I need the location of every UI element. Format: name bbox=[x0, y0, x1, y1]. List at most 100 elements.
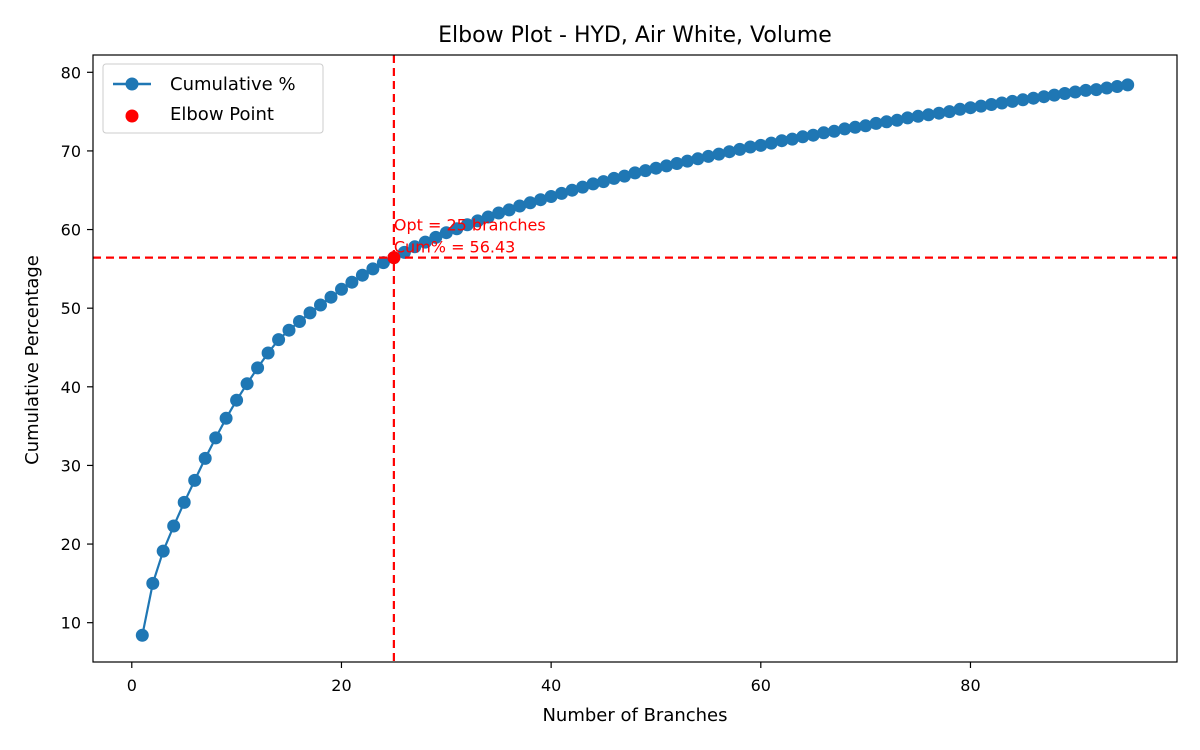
y-tick-label: 80 bbox=[61, 63, 81, 82]
data-point bbox=[303, 306, 317, 320]
axes: 0 20 40 60 80 10 20 30 40 50 60 70 80 bbox=[61, 63, 981, 695]
data-point bbox=[576, 180, 590, 194]
data-point bbox=[848, 120, 862, 134]
data-point bbox=[523, 196, 537, 210]
data-point bbox=[261, 346, 275, 360]
elbow-point-marker bbox=[387, 251, 401, 265]
elbow-annotation-line1: Opt = 25 branches bbox=[394, 216, 546, 235]
legend-label-cumulative: Cumulative % bbox=[170, 74, 296, 95]
data-point bbox=[1016, 93, 1030, 107]
data-point bbox=[880, 115, 894, 129]
y-axis-label: Cumulative Percentage bbox=[22, 255, 43, 465]
data-point bbox=[429, 230, 443, 244]
data-point bbox=[177, 495, 191, 509]
data-point bbox=[314, 298, 327, 312]
data-point bbox=[397, 245, 411, 259]
data-point bbox=[922, 108, 935, 122]
data-point bbox=[481, 210, 495, 224]
data-point bbox=[827, 124, 841, 138]
data-point bbox=[796, 130, 810, 144]
data-point bbox=[335, 282, 348, 296]
y-tick-label: 70 bbox=[61, 142, 81, 161]
data-point bbox=[513, 199, 527, 213]
y-tick-label: 50 bbox=[61, 299, 81, 318]
data-point bbox=[1068, 85, 1082, 99]
data-point bbox=[722, 145, 736, 159]
data-point bbox=[219, 411, 233, 425]
data-point bbox=[901, 111, 915, 125]
data-point bbox=[230, 393, 244, 407]
plot-frame bbox=[92, 54, 1178, 663]
x-tick-label: 0 bbox=[127, 676, 137, 695]
data-point bbox=[712, 147, 726, 161]
data-point bbox=[701, 149, 715, 163]
data-point bbox=[943, 105, 956, 119]
data-point bbox=[408, 240, 422, 254]
data-point bbox=[670, 157, 684, 170]
y-tick-label: 30 bbox=[61, 456, 81, 475]
data-point bbox=[597, 175, 610, 189]
data-point bbox=[146, 576, 160, 590]
data-point bbox=[156, 544, 170, 558]
x-tick-label: 80 bbox=[960, 676, 980, 695]
data-point bbox=[743, 140, 757, 154]
data-point bbox=[838, 122, 852, 136]
data-point bbox=[607, 171, 621, 185]
data-point bbox=[555, 186, 569, 200]
y-tick-label: 60 bbox=[61, 221, 81, 240]
data-point bbox=[995, 96, 1009, 110]
data-point bbox=[1089, 83, 1103, 97]
y-tick-label: 20 bbox=[61, 535, 81, 554]
data-point bbox=[785, 132, 799, 146]
data-point bbox=[586, 177, 600, 191]
data-point bbox=[869, 116, 883, 130]
data-point bbox=[502, 203, 516, 217]
legend-elbow-marker bbox=[125, 109, 139, 123]
plot-area bbox=[93, 55, 1177, 662]
data-point bbox=[240, 377, 254, 391]
data-point bbox=[135, 628, 149, 642]
data-point bbox=[209, 431, 223, 445]
data-point bbox=[534, 193, 548, 207]
data-point bbox=[1026, 91, 1040, 105]
y-tick-label: 10 bbox=[61, 614, 81, 633]
x-tick-label: 20 bbox=[331, 676, 351, 695]
data-point bbox=[439, 226, 453, 240]
data-point bbox=[974, 99, 988, 113]
x-tick-label: 40 bbox=[541, 676, 561, 695]
data-point bbox=[471, 214, 485, 228]
data-point bbox=[376, 256, 390, 270]
data-point bbox=[544, 190, 558, 203]
data-point bbox=[911, 109, 925, 123]
data-point bbox=[733, 142, 747, 156]
data-point bbox=[680, 154, 694, 168]
data-point bbox=[964, 101, 977, 115]
data-point bbox=[1058, 87, 1072, 100]
data-point bbox=[293, 315, 306, 328]
data-point bbox=[817, 126, 831, 140]
legend-box bbox=[102, 63, 324, 134]
legend: Cumulative % Elbow Point bbox=[102, 63, 324, 134]
data-point bbox=[649, 161, 663, 175]
y-tick-label: 40 bbox=[61, 378, 81, 397]
data-point bbox=[565, 183, 579, 197]
data-point bbox=[366, 262, 380, 276]
data-point bbox=[1005, 94, 1019, 108]
data-point bbox=[355, 268, 369, 282]
data-point bbox=[859, 119, 873, 133]
data-point bbox=[345, 275, 359, 289]
data-point bbox=[1121, 78, 1135, 92]
elbow-annotation-line2: Cum% = 56.43 bbox=[394, 238, 515, 257]
legend-series-marker bbox=[125, 77, 139, 91]
legend-label-elbow: Elbow Point bbox=[170, 104, 274, 125]
chart-title: Elbow Plot - HYD, Air White, Volume bbox=[438, 23, 832, 48]
x-tick-label: 60 bbox=[751, 676, 771, 695]
data-point bbox=[282, 323, 296, 337]
data-point bbox=[1079, 83, 1093, 97]
data-point bbox=[198, 451, 212, 465]
data-point bbox=[628, 166, 642, 180]
data-point bbox=[775, 134, 789, 148]
data-point bbox=[660, 159, 673, 173]
data-point bbox=[806, 128, 820, 142]
